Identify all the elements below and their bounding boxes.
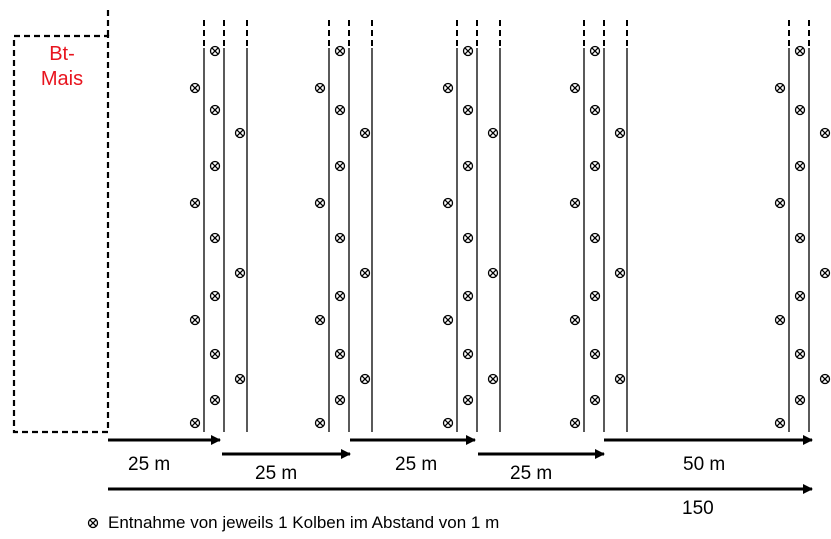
sample-point-icon — [334, 232, 346, 244]
row-group-5 — [774, 20, 831, 432]
legend: Entnahme von jeweils 1 Kolben im Abstand… — [86, 513, 499, 533]
sample-point-icon — [589, 104, 601, 116]
sample-point-icon — [334, 104, 346, 116]
sample-point-icon — [794, 104, 806, 116]
sample-point-icon — [334, 45, 346, 57]
sample-point-icon — [794, 45, 806, 57]
distance-label-3: 25 m — [395, 454, 438, 475]
sample-point-icon — [569, 197, 581, 209]
total-distance-label: 150 — [682, 498, 714, 519]
sample-point-icon — [87, 517, 99, 529]
sample-point-icon — [614, 127, 626, 139]
sample-point-icon — [589, 348, 601, 360]
sample-point-icon — [334, 160, 346, 172]
sample-point-icon — [314, 314, 326, 326]
sample-point-icon — [314, 82, 326, 94]
sample-point-icon — [462, 104, 474, 116]
sample-point-icon — [314, 197, 326, 209]
sample-point-icon — [794, 232, 806, 244]
sample-point-icon — [774, 197, 786, 209]
sample-point-icon — [209, 45, 221, 57]
sample-point-icon — [462, 160, 474, 172]
sample-point-icon — [569, 314, 581, 326]
sample-point-icon — [819, 373, 831, 385]
sample-point-icon — [794, 290, 806, 302]
sample-point-icon — [334, 394, 346, 406]
sample-point-icon — [234, 373, 246, 385]
sample-point-icon — [462, 232, 474, 244]
sample-point-icon — [589, 160, 601, 172]
distance-label-4: 25 m — [510, 463, 553, 484]
sample-point-icon — [209, 394, 221, 406]
distance-label-1: 25 m — [128, 454, 171, 475]
sample-point-icon — [794, 348, 806, 360]
bt-mais-field-box — [12, 34, 110, 434]
sample-point-icon — [442, 314, 454, 326]
sample-point-icon — [819, 267, 831, 279]
sample-point-icon — [209, 232, 221, 244]
sample-point-icon — [589, 45, 601, 57]
sample-point-icon — [487, 127, 499, 139]
sample-point-icon — [487, 267, 499, 279]
sample-point-icon — [794, 394, 806, 406]
sample-point-icon — [774, 417, 786, 429]
bt-mais-label-line1: Bt- — [49, 43, 75, 65]
sample-point-icon — [359, 127, 371, 139]
row-group-1 — [189, 20, 248, 432]
sample-point-icon — [614, 267, 626, 279]
sample-point-icon — [189, 197, 201, 209]
sample-point-icon — [359, 267, 371, 279]
sample-point-icon — [589, 394, 601, 406]
sample-point-icon — [209, 160, 221, 172]
sample-point-icon — [334, 348, 346, 360]
sample-point-icon — [359, 373, 371, 385]
bt-mais-label: Bt- Mais — [22, 42, 102, 92]
sample-point-icon — [234, 127, 246, 139]
legend-text: Entnahme von jeweils 1 Kolben im Abstand… — [108, 513, 500, 532]
sample-point-icon — [189, 314, 201, 326]
distance-label-5: 50 m — [683, 454, 726, 475]
sample-point-icon — [462, 394, 474, 406]
sample-point-icon — [774, 314, 786, 326]
sample-point-icon — [462, 290, 474, 302]
distance-label-2: 25 m — [255, 463, 298, 484]
sample-point-icon — [189, 82, 201, 94]
sample-point-icon — [189, 417, 201, 429]
sample-point-icon — [462, 45, 474, 57]
sample-point-icon — [234, 267, 246, 279]
sample-point-icon — [314, 417, 326, 429]
sample-point-icon — [442, 82, 454, 94]
row-group-3 — [442, 20, 501, 432]
sample-point-icon — [209, 290, 221, 302]
sample-point-icon — [462, 348, 474, 360]
sample-point-icon — [589, 290, 601, 302]
sample-point-icon — [442, 197, 454, 209]
sample-point-icon — [569, 417, 581, 429]
bt-mais-label-line2: Mais — [40, 68, 84, 90]
row-group-2 — [314, 20, 373, 432]
sample-point-icon — [209, 104, 221, 116]
sample-point-icon — [819, 127, 831, 139]
sample-point-icon — [487, 373, 499, 385]
maize-row-groups — [189, 20, 831, 432]
row-group-4 — [569, 20, 628, 432]
sample-point-icon — [569, 82, 581, 94]
sample-point-icon — [442, 417, 454, 429]
sample-point-icon — [589, 232, 601, 244]
sample-point-icon — [794, 160, 806, 172]
sample-point-icon — [614, 373, 626, 385]
sample-point-icon — [774, 82, 786, 94]
sample-point-icon — [209, 348, 221, 360]
sample-point-icon — [334, 290, 346, 302]
